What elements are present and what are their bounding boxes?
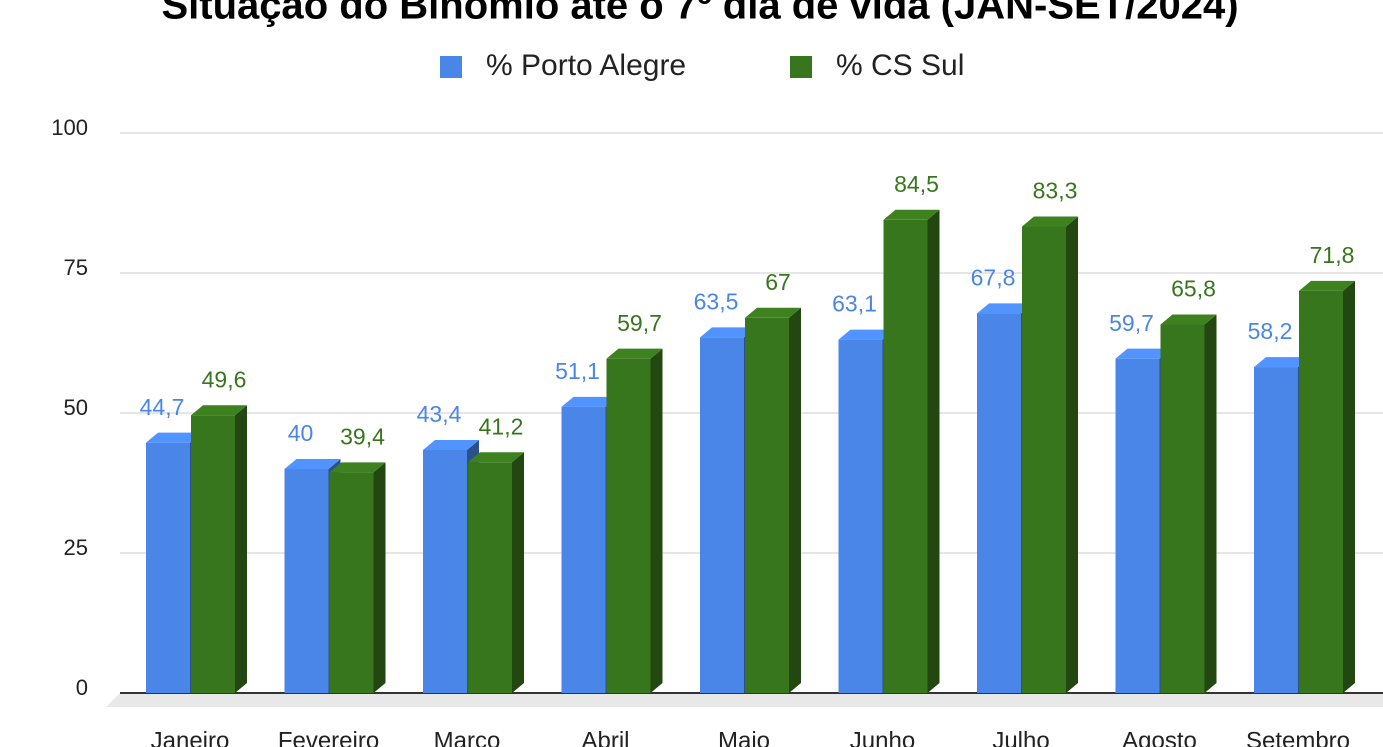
bar-face [561, 406, 606, 693]
bar-face [468, 452, 524, 463]
bar-face [1343, 280, 1355, 693]
bar-face [927, 209, 940, 694]
data-label: 58,2 [1248, 318, 1293, 344]
x-tick-label: Julho [992, 727, 1049, 747]
data-label: 65,8 [1171, 276, 1216, 302]
legend-label: % Porto Alegre [486, 49, 686, 82]
bar [1022, 216, 1078, 693]
bar-face [284, 469, 329, 693]
data-label: 41,2 [479, 413, 524, 439]
data-label: 71,8 [1310, 242, 1355, 268]
y-tick-label: 100 [51, 115, 88, 140]
data-label: 39,4 [340, 423, 385, 449]
bar-face [191, 405, 247, 416]
bar-face [745, 307, 801, 318]
bar-face [977, 313, 1021, 693]
bar [883, 209, 940, 694]
data-label: 59,7 [617, 310, 662, 336]
bar-face [977, 303, 1033, 314]
bar-face [606, 348, 663, 359]
data-label: 43,4 [417, 401, 462, 427]
data-label: 49,6 [202, 366, 247, 392]
bar-face [423, 449, 467, 693]
y-tick-label: 50 [64, 395, 88, 420]
bar-face [146, 442, 190, 693]
bar-face [606, 358, 651, 693]
chart-title: Situação do Binômio até o 7º dia de vida… [161, 0, 1238, 28]
bar-face [373, 462, 386, 693]
bar-face [1254, 357, 1310, 368]
legend-label: % CS Sul [836, 49, 964, 82]
bar-face [700, 327, 756, 338]
legend-swatch [790, 56, 812, 78]
data-label: 51,1 [555, 358, 600, 384]
bar-face [329, 472, 374, 693]
bar-face [1022, 216, 1078, 227]
bar-face [1204, 314, 1217, 693]
data-label: 67,8 [971, 264, 1016, 290]
x-tick-label: Junho [850, 727, 915, 747]
data-label: 44,7 [140, 394, 185, 420]
bar-face [700, 337, 744, 693]
data-label: 83,3 [1033, 178, 1078, 204]
bar-face [284, 459, 341, 469]
data-label: 84,5 [894, 171, 939, 197]
bar [745, 307, 801, 693]
x-tick-label: Setembro [1246, 727, 1350, 747]
legend-swatch [440, 56, 462, 78]
floor [106, 693, 1383, 707]
x-tick-label: Março [434, 727, 501, 747]
bar [468, 452, 524, 693]
bar-face [146, 432, 202, 443]
x-tick-label: Fevereiro [278, 727, 379, 747]
bar-face [1066, 216, 1078, 693]
x-tick-label: Janeiro [151, 727, 230, 747]
bar-face [235, 405, 247, 693]
x-tick-label: Abril [581, 727, 629, 747]
bar-face [423, 439, 479, 450]
bar-face [468, 462, 512, 693]
data-label: 67 [765, 269, 791, 295]
bar-face [745, 317, 789, 693]
bar [1160, 314, 1217, 693]
bar-face [650, 348, 663, 693]
bar-face [1022, 226, 1066, 693]
bar-face [883, 219, 928, 694]
x-tick-label: Maio [718, 727, 770, 747]
bar-face [1160, 324, 1205, 693]
bar-face [1299, 290, 1343, 693]
y-tick-label: 0 [76, 675, 88, 700]
data-label: 63,1 [832, 291, 877, 317]
bar-face [789, 307, 801, 693]
bar-face [512, 452, 524, 693]
bar [329, 462, 386, 693]
bar [1299, 280, 1355, 693]
bar-face [838, 339, 883, 693]
bar-face [1115, 358, 1160, 693]
bar-face [1160, 314, 1217, 325]
data-label: 40 [288, 420, 314, 446]
y-tick-label: 25 [64, 535, 88, 560]
bar-face [561, 396, 618, 407]
bar [191, 405, 247, 693]
bar [606, 348, 663, 693]
x-tick-label: Agosto [1122, 727, 1197, 747]
bar-face [1115, 348, 1172, 359]
data-label: 59,7 [1109, 310, 1154, 336]
bar-face [1254, 367, 1298, 693]
bar-face [1299, 280, 1355, 291]
bar-face [838, 329, 895, 340]
bar-face [191, 415, 235, 693]
data-label: 63,5 [694, 288, 739, 314]
bar-face [329, 462, 386, 473]
bar-face [883, 209, 940, 220]
y-tick-label: 75 [64, 255, 88, 280]
